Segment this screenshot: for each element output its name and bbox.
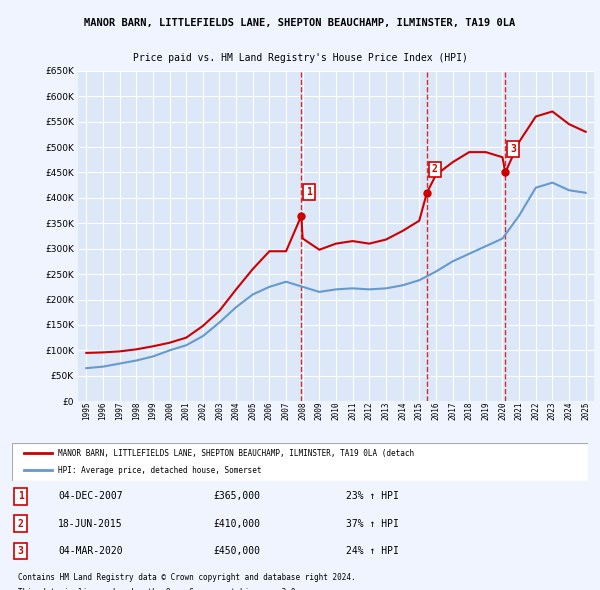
Text: 1998: 1998 (132, 401, 141, 419)
Text: 2011: 2011 (348, 401, 357, 419)
Text: 2008: 2008 (298, 401, 307, 419)
Text: 2021: 2021 (515, 401, 524, 419)
Text: 1997: 1997 (115, 401, 124, 419)
Text: Price paid vs. HM Land Registry's House Price Index (HPI): Price paid vs. HM Land Registry's House … (133, 53, 467, 63)
Text: £365,000: £365,000 (214, 491, 260, 502)
Text: MANOR BARN, LITTLEFIELDS LANE, SHEPTON BEAUCHAMP, ILMINSTER, TA19 0LA (detach: MANOR BARN, LITTLEFIELDS LANE, SHEPTON B… (58, 449, 414, 458)
Text: 2024: 2024 (565, 401, 574, 419)
Text: 2019: 2019 (481, 401, 490, 419)
Text: 2013: 2013 (382, 401, 391, 419)
Text: 3: 3 (510, 144, 516, 154)
FancyBboxPatch shape (12, 442, 588, 481)
Text: 2025: 2025 (581, 401, 590, 419)
Text: Contains HM Land Registry data © Crown copyright and database right 2024.: Contains HM Land Registry data © Crown c… (18, 573, 355, 582)
Text: 04-DEC-2007: 04-DEC-2007 (58, 491, 123, 502)
Text: 18-JUN-2015: 18-JUN-2015 (58, 519, 123, 529)
Text: MANOR BARN, LITTLEFIELDS LANE, SHEPTON BEAUCHAMP, ILMINSTER, TA19 0LA: MANOR BARN, LITTLEFIELDS LANE, SHEPTON B… (85, 18, 515, 28)
Text: 2: 2 (18, 519, 23, 529)
Text: 2017: 2017 (448, 401, 457, 419)
Text: 1996: 1996 (98, 401, 107, 419)
Text: 2000: 2000 (165, 401, 174, 419)
Text: 1: 1 (18, 491, 23, 502)
Text: £450,000: £450,000 (214, 546, 260, 556)
Text: 1995: 1995 (82, 401, 91, 419)
Text: 2006: 2006 (265, 401, 274, 419)
Text: 37% ↑ HPI: 37% ↑ HPI (346, 519, 399, 529)
Text: 2022: 2022 (531, 401, 540, 419)
Text: 1: 1 (307, 188, 312, 197)
Text: 23% ↑ HPI: 23% ↑ HPI (346, 491, 399, 502)
Text: 2023: 2023 (548, 401, 557, 419)
Text: 2016: 2016 (431, 401, 440, 419)
Text: 2002: 2002 (199, 401, 208, 419)
Text: 2007: 2007 (281, 401, 290, 419)
Text: 3: 3 (18, 546, 23, 556)
Text: This data is licensed under the Open Government Licence v3.0.: This data is licensed under the Open Gov… (18, 588, 300, 590)
Text: 2003: 2003 (215, 401, 224, 419)
Text: 2009: 2009 (315, 401, 324, 419)
Text: 2001: 2001 (182, 401, 191, 419)
Text: 2004: 2004 (232, 401, 241, 419)
Text: 2014: 2014 (398, 401, 407, 419)
Text: 2012: 2012 (365, 401, 374, 419)
Text: 2: 2 (432, 165, 438, 175)
Text: 2018: 2018 (464, 401, 473, 419)
Text: 2010: 2010 (331, 401, 341, 419)
Text: £410,000: £410,000 (214, 519, 260, 529)
Text: 2020: 2020 (498, 401, 507, 419)
Text: 1999: 1999 (148, 401, 157, 419)
Text: 2015: 2015 (415, 401, 424, 419)
Text: 04-MAR-2020: 04-MAR-2020 (58, 546, 123, 556)
Text: 2005: 2005 (248, 401, 257, 419)
Text: 24% ↑ HPI: 24% ↑ HPI (346, 546, 399, 556)
Text: HPI: Average price, detached house, Somerset: HPI: Average price, detached house, Some… (58, 466, 262, 474)
